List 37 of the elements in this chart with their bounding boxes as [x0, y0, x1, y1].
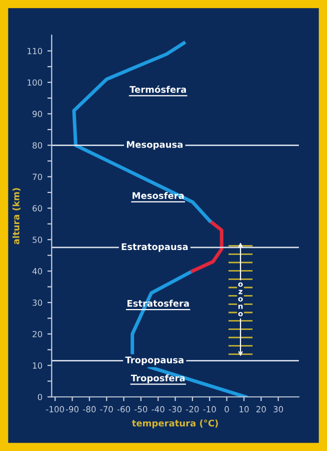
x-axis-title: temperatura (°C)	[132, 420, 218, 428]
ref-line-label: Mesopausa	[126, 141, 183, 150]
x-tick-label: -100	[46, 406, 64, 412]
x-tick-label: 30	[274, 406, 284, 412]
x-tick-label: -90	[66, 406, 79, 412]
y-tick-label: 40	[32, 268, 42, 274]
ref-line-label: Estratopausa	[122, 243, 188, 252]
annotation: Troposfera	[130, 374, 185, 384]
y-tick-label: 70	[32, 174, 42, 180]
x-tick-label: -70	[100, 406, 113, 412]
y-axis-title: altura (km)	[12, 188, 20, 244]
annotation: Termósfera	[130, 85, 186, 93]
y-tick-label: 30	[32, 300, 42, 306]
y-tick-label: 110	[28, 48, 42, 54]
y-tick-label: 20	[32, 330, 42, 338]
y-tick-label: 80	[32, 142, 42, 149]
x-tick-label: -80	[83, 406, 96, 412]
annotation: Mesosfera	[132, 192, 184, 199]
y-tick-label: 50	[32, 236, 42, 243]
ref-line-label: Tropopausa	[125, 356, 184, 366]
x-tick-label: -10	[203, 406, 216, 412]
x-tick-label: 10	[240, 406, 249, 412]
x-tick-label: -40	[152, 406, 164, 412]
y-tick-label: 90	[32, 110, 42, 118]
x-tick-label: -50	[134, 406, 148, 412]
line-series	[72, 41, 212, 222]
x-tick-label: 0	[224, 406, 229, 412]
line-series	[190, 219, 224, 273]
x-tick-label: -20	[186, 406, 199, 412]
y-tick-label: 100	[28, 79, 42, 86]
y-tick-label: 10	[32, 362, 42, 369]
y-tick-label: 60	[32, 205, 42, 212]
x-tick-label: -30	[168, 406, 182, 412]
annotation: Estratosfera	[127, 300, 189, 307]
x-tick-label: -60	[117, 406, 130, 412]
y-tick-label: 0	[38, 394, 42, 400]
x-tick-label: 20	[256, 406, 266, 412]
